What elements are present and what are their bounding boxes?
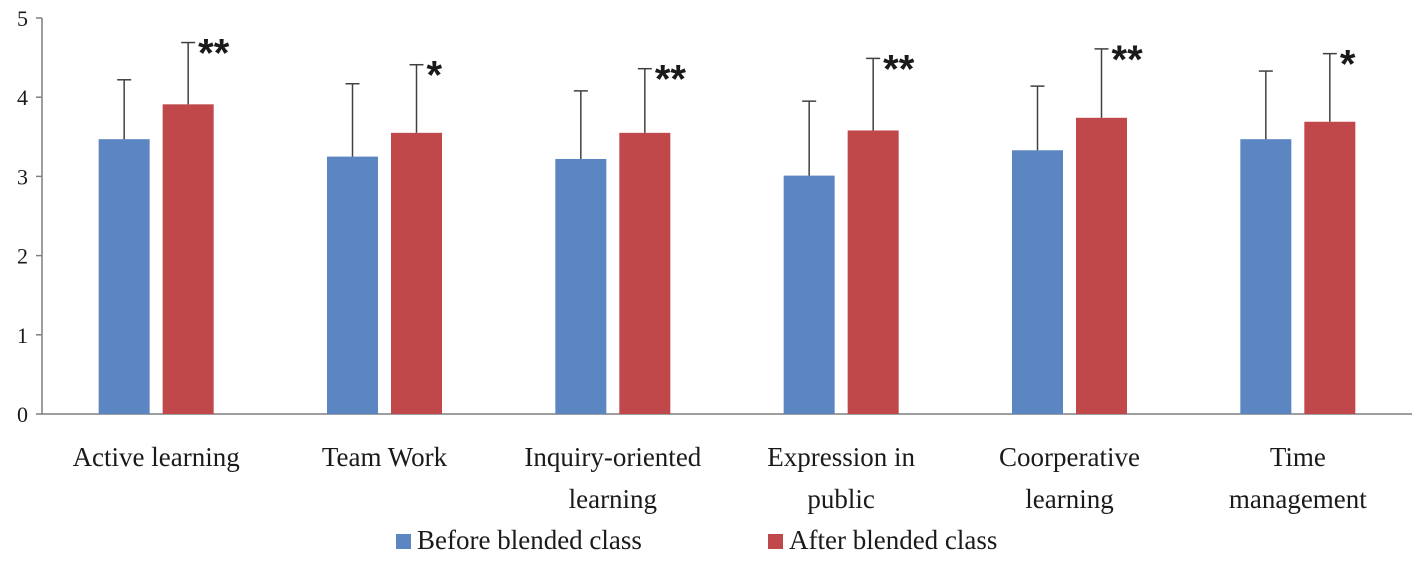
significance-marker: ** — [655, 58, 687, 102]
bar-before — [783, 175, 835, 414]
x-category-label: learning — [569, 484, 657, 514]
x-category-label: Inquiry-oriented — [524, 442, 701, 472]
bar-after — [1076, 117, 1127, 415]
labels: 0 1 2 3 4 5 ** Active learning * Team Work ** Inqui… — [17, 6, 1367, 514]
bars — [98, 41, 1356, 415]
x-category-label: Team Work — [322, 442, 448, 472]
legend-label-before: Before blended class — [417, 525, 642, 555]
x-category-label: Expression in — [767, 442, 915, 472]
legend-swatch-after — [768, 534, 783, 549]
legend-label-after: After blended class — [789, 525, 997, 555]
x-category-label: learning — [1025, 484, 1113, 514]
x-category-label: public — [807, 484, 875, 514]
significance-marker: * — [427, 54, 443, 98]
y-tick-label: 3 — [17, 164, 28, 189]
significance-marker: ** — [198, 32, 230, 76]
legend-swatch-before — [396, 534, 411, 549]
x-category-label: Time — [1270, 442, 1326, 472]
bar-before — [98, 139, 150, 414]
bar-after — [1304, 121, 1356, 414]
bar-after — [162, 104, 214, 414]
y-tick-label: 5 — [17, 6, 28, 31]
significance-marker: ** — [1112, 38, 1144, 82]
bar-before — [327, 156, 378, 414]
y-tick-label: 0 — [17, 402, 28, 427]
y-tick-label: 1 — [17, 323, 28, 348]
bar-after — [619, 132, 671, 414]
y-tick-label: 2 — [17, 244, 28, 269]
significance-marker: * — [1340, 43, 1356, 87]
axes — [36, 17, 1412, 415]
x-category-label: management — [1229, 484, 1367, 514]
bar-after — [391, 132, 442, 414]
y-tick-label: 4 — [17, 85, 28, 110]
bar-before — [1240, 139, 1292, 414]
bar-before — [555, 158, 607, 414]
x-category-label: Coorperative — [999, 442, 1140, 472]
bar-before — [1012, 150, 1063, 414]
significance-marker: ** — [883, 47, 915, 91]
bar-after — [847, 130, 899, 415]
legend: Before blended class After blended class — [396, 525, 997, 555]
x-category-label: Active learning — [73, 442, 240, 472]
